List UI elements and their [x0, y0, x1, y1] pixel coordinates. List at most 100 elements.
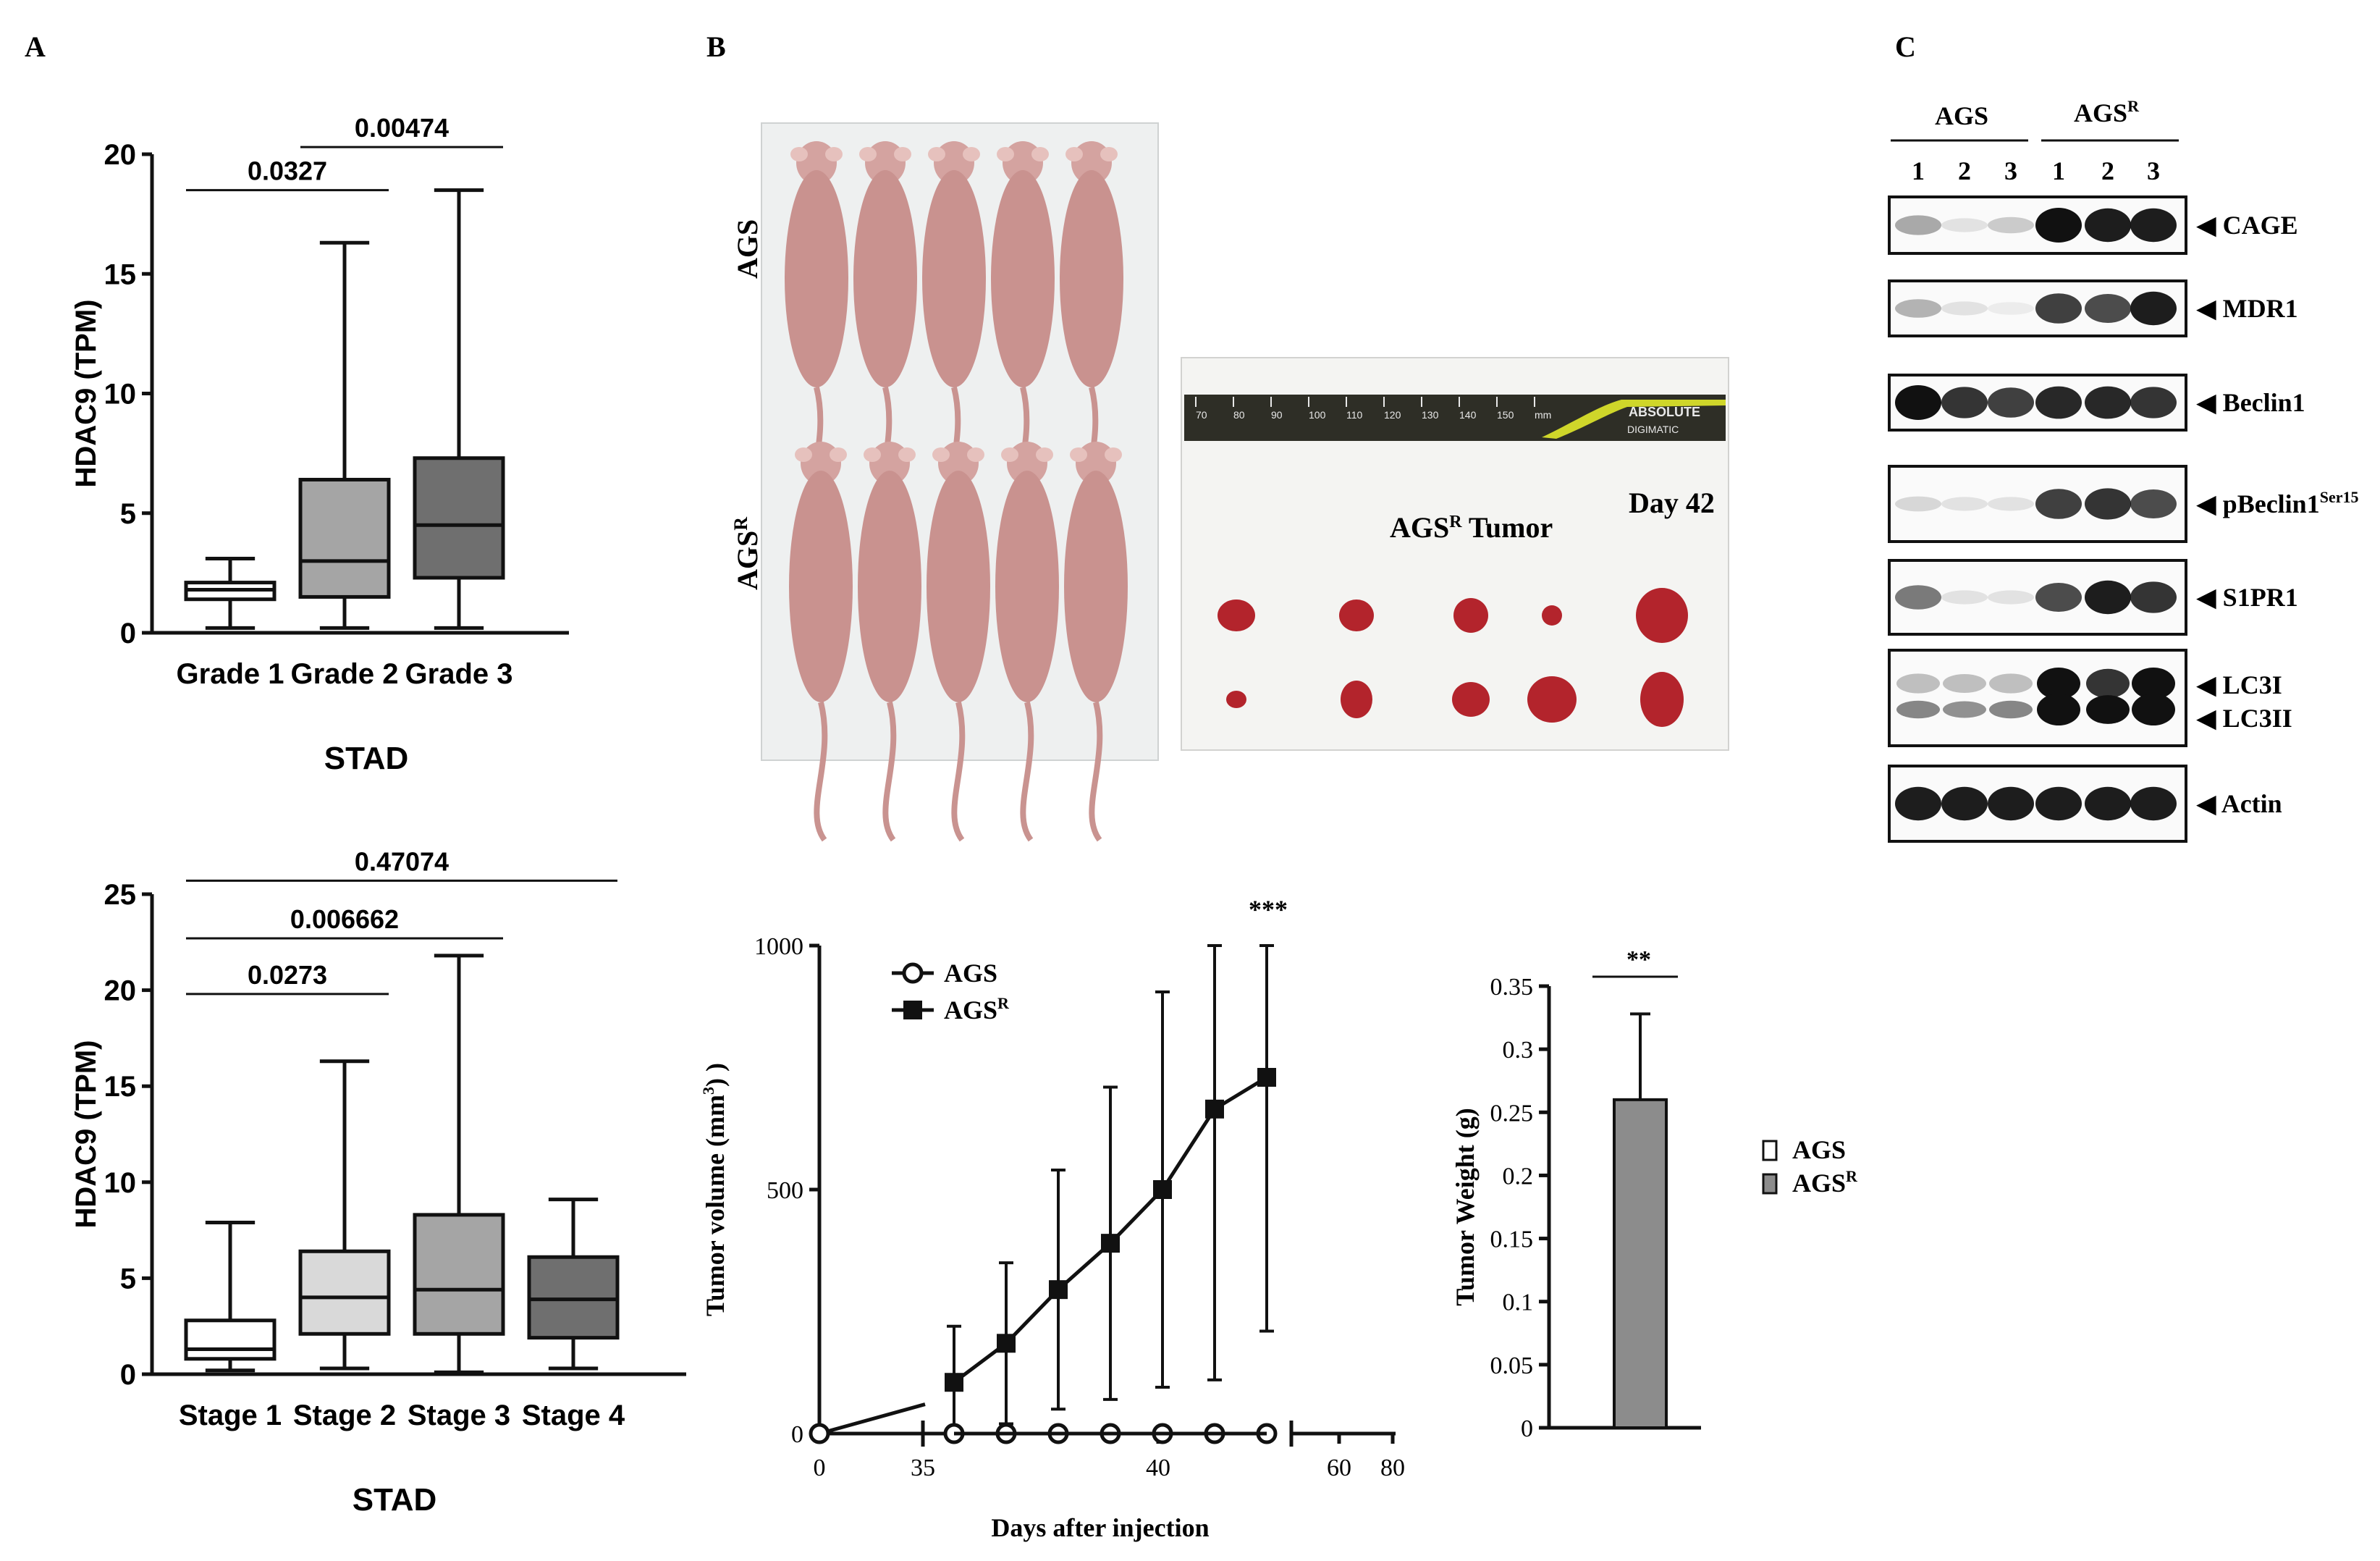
y-axis-title: HDAC9 (TPM): [70, 1040, 102, 1229]
blot-band: [2130, 581, 2177, 613]
blot-label: ◀ pBeclin1Ser15: [2196, 488, 2358, 518]
legend-swatch-agsr: [1762, 1173, 1778, 1195]
ruler-tick-label: 110: [1346, 409, 1363, 421]
grade-boxplot: 0 5 10 15 20 HDAC9 (TPM) STAD Grade 1 Grade 2 Gra…: [70, 113, 569, 776]
tumor: [1218, 599, 1255, 631]
x-tick-label: 60: [1327, 1455, 1351, 1481]
p-value-label: 0.006662: [290, 904, 399, 934]
blot-band-upper: [2086, 668, 2130, 699]
blot-label: ◀ LC3II: [2196, 704, 2292, 733]
x-axis-title: STAD: [324, 741, 409, 776]
blot-band: [2035, 208, 2082, 243]
p-value-label: 0.47074: [355, 846, 449, 876]
category-label: Grade 3: [405, 658, 513, 690]
x-axis-title: STAD: [353, 1482, 437, 1518]
mouse-body: [1064, 471, 1128, 702]
category-label: Stage 4: [522, 1400, 625, 1431]
blot-band: [2085, 786, 2131, 821]
tumor: [1636, 588, 1688, 643]
blot-membrane: [1888, 649, 2187, 747]
blot-label: ◀ LC3I: [2196, 670, 2282, 699]
y-tick-label: 20: [104, 975, 137, 1007]
y-tick-label: 0.3: [1503, 1037, 1534, 1064]
mouse-ear: [1001, 447, 1018, 462]
y-tick-label: 0.05: [1490, 1352, 1534, 1379]
blot-band: [2035, 489, 2082, 519]
tumor-weight-chart: 0 0.05 0.1 0.15 0.2 0.25 0.3 0.35 Tumor Weight (…: [1451, 946, 1858, 1442]
category-label: Grade 2: [291, 658, 399, 690]
blot-label: ◀ S1PR1: [2196, 583, 2298, 612]
y-tick-label: 25: [104, 879, 137, 911]
y-tick-label: 0: [791, 1421, 803, 1448]
mice-row2-label: AGSR: [730, 517, 764, 590]
blot-band-lower: [2037, 694, 2080, 725]
tumor: [1452, 682, 1490, 717]
legend-label-ags: AGS: [944, 959, 997, 988]
ruler-stripe: [1542, 400, 1726, 439]
y-axis-title: Tumor Weight (g): [1451, 1108, 1480, 1305]
blot-band: [1941, 497, 1988, 511]
blot-band-lower: [1989, 700, 2033, 719]
legend-swatch-ags: [1762, 1140, 1778, 1161]
y-tick-label: 5: [120, 498, 136, 530]
mouse-tail: [1020, 702, 1034, 842]
mouse-tail: [814, 702, 828, 842]
mouse-body: [991, 170, 1055, 387]
ruler-tick-label: 150: [1497, 409, 1514, 421]
y-tick-label: 0.2: [1503, 1163, 1534, 1190]
mouse-body: [853, 170, 917, 387]
y-tick-label: 15: [104, 1071, 137, 1103]
p-value-label: 0.00474: [355, 113, 449, 143]
mouse-ear: [894, 147, 911, 161]
legend-marker-ags: [902, 962, 924, 984]
mouse-body: [927, 471, 990, 702]
blot-band: [1988, 786, 2034, 821]
mouse-ear: [963, 147, 980, 161]
box: [298, 477, 391, 599]
blot-band: [1988, 216, 2034, 234]
box: [527, 1255, 620, 1340]
y-tick-label: 0.1: [1503, 1289, 1534, 1316]
category-label: Stage 3: [408, 1400, 510, 1431]
mouse-body: [785, 170, 848, 387]
mouse-tail: [1089, 702, 1103, 842]
legend-marker-agsr: [903, 1001, 922, 1019]
blot-band: [2130, 489, 2177, 518]
tumor: [1226, 691, 1246, 708]
stage-boxplot: 0 5 10 15 20 25 HDAC9 (TPM) STAD Stage 1 Stage 2 S…: [70, 846, 686, 1518]
marker-square: [1049, 1280, 1068, 1300]
mouse-ear: [1070, 447, 1087, 462]
lane-label: 1: [2052, 156, 2065, 185]
y-tick-label: 15: [104, 258, 137, 290]
blot-band: [1988, 387, 2034, 418]
tumor-day: Day 42: [1629, 487, 1715, 519]
y-tick-label: 20: [104, 139, 137, 171]
tumor: [1453, 598, 1488, 633]
blot-band-lower: [1896, 700, 1940, 719]
significance-label: **: [1626, 946, 1651, 973]
lane-label: 3: [2004, 156, 2017, 185]
marker-square: [1257, 1067, 1276, 1087]
blot-label: ◀ MDR1: [2196, 294, 2298, 323]
y-tick-label: 0.35: [1490, 974, 1534, 1001]
marker-square: [1153, 1180, 1172, 1199]
p-value-label: 0.0273: [248, 960, 327, 990]
box: [413, 456, 505, 580]
lane-label: 3: [2147, 156, 2160, 185]
ruler-tick-label: 90: [1271, 409, 1283, 421]
mouse-ear: [1100, 147, 1118, 161]
blot-label: ◀ Beclin1: [2196, 388, 2305, 417]
blot-band: [2085, 488, 2131, 520]
category-label: Grade 1: [177, 658, 284, 690]
ruler-tick-label: 130: [1422, 409, 1439, 421]
blot-band-upper: [1989, 673, 2033, 694]
y-tick-label: 0: [120, 1359, 136, 1391]
mouse-ear: [825, 147, 843, 161]
mice-row1-label: AGS: [731, 219, 764, 279]
series-line-start: [819, 1402, 926, 1436]
significance-label: ***: [1249, 895, 1288, 924]
mouse-ear: [932, 447, 950, 462]
ruler-tick-label: mm: [1535, 409, 1551, 421]
blot-band: [1941, 301, 1988, 316]
panel-label-b: B: [706, 30, 726, 63]
